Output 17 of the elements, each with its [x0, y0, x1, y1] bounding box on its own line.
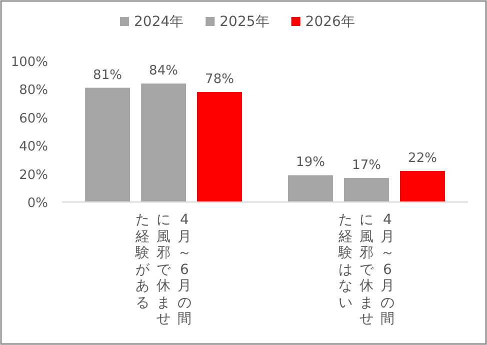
legend-label: 2024年 — [134, 14, 184, 30]
data-label: 81% — [93, 68, 122, 83]
y-tick-label: 0% — [27, 196, 48, 211]
data-label: 19% — [296, 155, 325, 170]
y-tick-label: 20% — [19, 168, 48, 183]
data-label: 84% — [149, 64, 178, 79]
category-label: 4月～6月の間に風邪で休ませた経験がある — [136, 212, 192, 327]
y-tick-label: 60% — [19, 111, 48, 126]
y-tick-label: 80% — [19, 83, 48, 98]
category-label: 4月～6月の間に風邪で休ませた経験はない — [338, 212, 394, 327]
legend-label: 2025年 — [220, 14, 270, 30]
legend-label: 2026年 — [305, 14, 355, 30]
y-tick-label: 40% — [19, 140, 48, 155]
data-label: 78% — [205, 72, 234, 88]
data-label: 17% — [352, 158, 381, 174]
y-tick-label: 100% — [10, 55, 48, 70]
data-label: 22% — [408, 150, 437, 166]
